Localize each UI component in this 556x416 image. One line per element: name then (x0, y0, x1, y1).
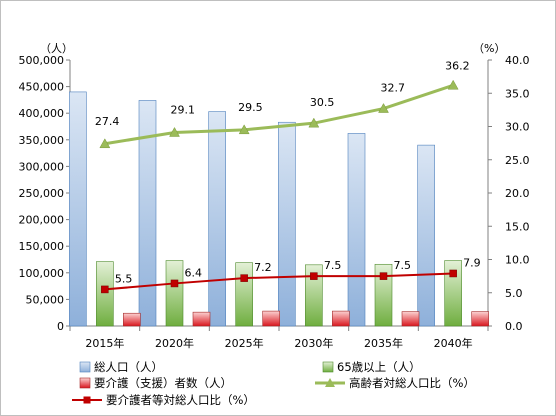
legend-marker (83, 396, 91, 404)
elderly-ratio-point (447, 79, 459, 90)
left-tick-label: 400,000 (19, 107, 65, 120)
right-tick-label: 30.0 (505, 121, 530, 134)
age65-bar (235, 262, 253, 327)
left-tick-label: 50,000 (26, 293, 65, 306)
x-axis-categories: 2015年 2020年 2025年 2030年 2035年 2040年 (85, 336, 472, 350)
care-recipients-bar (123, 312, 141, 327)
elderly-ratio-label: 36.2 (445, 59, 470, 72)
age65-bar (96, 261, 114, 327)
right-tick-label: 15.0 (505, 220, 530, 233)
right-tick-label: 35.0 (505, 87, 530, 100)
legend: 総人口（人） 65歳以上（人） 要介護（支援）者数（人） 高齢者対総人口比（%） 要介護… (72, 360, 475, 407)
left-axis-ticks: 0 50,000 100,000 150,000 200,000 250,000 300,0… (19, 54, 70, 333)
right-tick-label: 0.0 (505, 320, 523, 333)
elderly-ratio-point (308, 117, 320, 128)
care-ratio-point (170, 279, 179, 288)
x-category-label: 2035年 (364, 336, 403, 350)
care-ratio-label: 7.5 (324, 259, 342, 272)
total-population-bar (347, 133, 366, 327)
care-ratio-point (310, 272, 318, 280)
x-category-label: 2020年 (155, 336, 194, 350)
age65-bar (374, 263, 393, 327)
right-tick-label: 40.0 (505, 54, 530, 67)
legend-care-ratio: 要介護者等対総人口比（%） (72, 393, 255, 407)
elderly-ratio-label: 27.4 (95, 115, 120, 128)
left-tick-label: 200,000 (19, 214, 65, 227)
care-ratio-label: 7.9 (463, 256, 481, 269)
plot-area: 27.4 29.1 29.5 30.5 32.7 36.2 5.5 6.4 7.2 7.5 7.5 7… (69, 59, 489, 331)
left-tick-label: 250,000 (19, 187, 65, 200)
legend-care-recipients: 要介護（支援）者数（人） (79, 376, 232, 390)
left-tick-label: 0 (57, 320, 64, 333)
x-category-label: 2015年 (85, 336, 124, 350)
care-ratio-label: 7.2 (254, 261, 272, 274)
legend-marker (325, 378, 335, 387)
total-population-bar (417, 144, 435, 327)
care-recipients-bar (192, 311, 211, 327)
legend-age65: 65歳以上（人） (322, 360, 421, 374)
right-tick-label: 20.0 (505, 187, 530, 200)
left-tick-label: 350,000 (19, 134, 65, 147)
legend-total-population: 総人口（人） (79, 360, 163, 374)
left-tick-label: 450,000 (19, 81, 65, 94)
elderly-ratio-point (169, 126, 180, 137)
legend-label: 総人口（人） (94, 360, 163, 374)
right-tick-label: 10.0 (505, 254, 530, 267)
left-tick-label: 100,000 (19, 267, 65, 280)
care-ratio-label: 6.4 (185, 266, 203, 279)
legend-label: 65歳以上（人） (337, 360, 421, 374)
x-category-label: 2040年 (434, 336, 473, 350)
elderly-ratio-point (238, 124, 250, 135)
total-population-bar (208, 111, 226, 327)
x-category-label: 2025年 (225, 336, 264, 350)
care-ratio-label: 7.5 (394, 259, 412, 272)
elderly-ratio-point (378, 103, 389, 113)
legend-label: 高齢者対総人口比（%） (349, 376, 475, 390)
elderly-ratio-label: 29.1 (171, 103, 196, 116)
age65-bar (444, 260, 462, 327)
left-tick-label: 150,000 (19, 240, 65, 253)
care-ratio-label: 5.5 (115, 272, 133, 285)
legend-elderly-ratio: 高齢者対総人口比（%） (315, 376, 475, 390)
care-recipients-bar (471, 311, 489, 327)
legend-swatch (322, 361, 334, 373)
elderly-ratio-label: 29.5 (238, 101, 263, 114)
right-axis-ticks: 0.0 5.0 10.0 15.0 20.0 25.0 30.0 35.0 40.0 (488, 54, 530, 333)
legend-swatch (79, 377, 91, 389)
right-tick-label: 25.0 (505, 154, 530, 167)
care-recipients-bar (401, 311, 420, 327)
legend-label: 要介護（支援）者数（人） (94, 376, 232, 390)
elderly-ratio-label: 30.5 (310, 96, 335, 109)
legend-label: 要介護者等対総人口比（%） (106, 393, 255, 407)
age65-bar (165, 260, 184, 327)
total-population-bar (69, 91, 87, 327)
care-ratio-point (449, 269, 457, 278)
care-ratio-point (379, 272, 388, 280)
care-ratio-line (104, 272, 454, 291)
age65-bar (305, 264, 323, 327)
left-tick-label: 500,000 (19, 54, 65, 67)
care-recipients-bar (262, 310, 280, 327)
care-recipients-bar (332, 310, 350, 327)
total-population-bar (278, 121, 296, 327)
elderly-ratio-label: 32.7 (381, 82, 406, 95)
left-axis-unit: （人） (40, 42, 73, 55)
right-axis-unit: （%） (473, 42, 505, 55)
care-ratio-point (240, 274, 248, 282)
left-tick-label: 300,000 (19, 160, 65, 173)
right-tick-label: 5.0 (505, 287, 523, 300)
elderly-ratio-point (99, 138, 111, 149)
legend-swatch (79, 361, 91, 373)
care-ratio-point (101, 285, 109, 294)
total-population-bar (138, 100, 157, 327)
x-category-label: 2030年 (294, 336, 333, 350)
elderly-ratio-line (104, 83, 454, 146)
